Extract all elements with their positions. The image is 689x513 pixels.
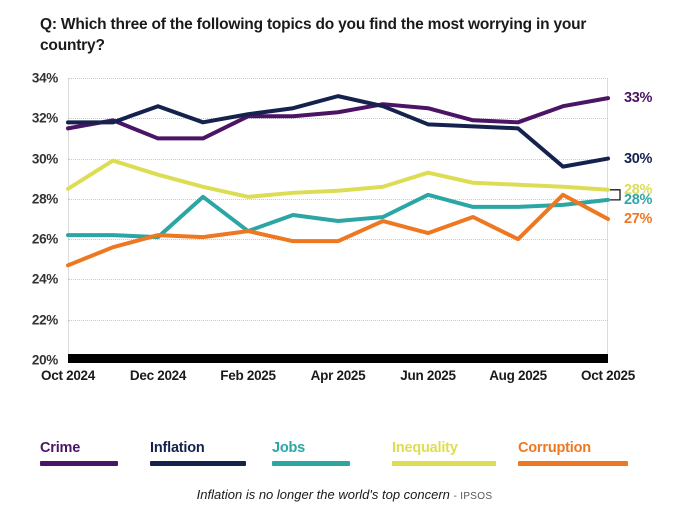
gridline <box>68 198 608 200</box>
footer-source: - IPSOS <box>453 491 493 502</box>
legend-label: Corruption <box>518 440 591 456</box>
legend-swatch <box>518 461 628 466</box>
legend-item-inequality[interactable]: Inequality <box>392 440 496 466</box>
label-bracket <box>610 189 621 201</box>
x-axis-bar <box>68 354 608 363</box>
end-label: 28% <box>624 191 653 208</box>
series-line-inflation <box>66 94 610 169</box>
legend-swatch <box>392 461 496 466</box>
y-axis-labels: 20% 22% 24% 26% 28% 30% 32% 34% <box>0 71 60 368</box>
legend-item-corruption[interactable]: Corruption <box>518 440 628 466</box>
x-axis-tick: Oct 2025 <box>581 368 635 383</box>
chart-legend: Crime Inflation Jobs Inequality Corruption <box>40 440 640 474</box>
end-label: 28% <box>624 181 653 198</box>
series-line-crime <box>66 96 610 141</box>
series-line-corruption <box>66 192 610 268</box>
series-lines <box>66 94 621 268</box>
x-axis-tick: Oct 2024 <box>41 368 95 383</box>
y-axis-tick: 34% <box>31 70 58 86</box>
legend-item-crime[interactable]: Crime <box>40 440 118 466</box>
legend-label: Inflation <box>150 440 205 456</box>
x-axis-tick: Feb 2025 <box>220 368 276 383</box>
gridline <box>68 118 608 120</box>
legend-item-inflation[interactable]: Inflation <box>150 440 246 466</box>
end-label: 33% <box>624 90 653 107</box>
chart-footer: Inflation is no longer the world's top c… <box>0 487 689 502</box>
series-line-inequality <box>66 158 610 199</box>
chart-title: Q: Which three of the following topics d… <box>40 16 587 55</box>
y-axis-tick: 32% <box>31 110 58 126</box>
legend-label: Inequality <box>392 440 458 456</box>
legend-swatch <box>40 461 118 466</box>
y-axis-tick: 24% <box>31 271 58 287</box>
x-axis-labels: Oct 2024 Dec 2024 Feb 2025 Apr 2025 Jun 2025… <box>0 368 689 390</box>
y-axis-tick: 22% <box>31 312 58 328</box>
gridline <box>68 279 608 281</box>
x-axis-tick: Dec 2024 <box>129 368 187 383</box>
gridline <box>68 78 608 79</box>
legend-label: Jobs <box>272 440 306 456</box>
x-axis-tick: Aug 2025 <box>489 368 547 383</box>
legend-item-jobs[interactable]: Jobs <box>272 440 350 466</box>
y-axis-tick: 26% <box>31 231 58 247</box>
footer-caption: Inflation is no longer the world's top c… <box>196 487 450 502</box>
gridline <box>68 319 608 321</box>
legend-swatch <box>272 461 350 466</box>
y-axis-tick: 30% <box>31 151 58 167</box>
legend-label: Crime <box>40 440 81 456</box>
legend-swatch <box>150 461 246 466</box>
x-axis-tick: Apr 2025 <box>310 368 366 383</box>
plot-area <box>66 78 621 361</box>
end-label: 27% <box>624 211 653 227</box>
gridline <box>68 158 608 160</box>
y-axis-tick: 28% <box>31 191 58 207</box>
y-axis-tick: 20% <box>31 352 58 368</box>
end-label: 30% <box>624 150 653 167</box>
x-axis-tick: Jun 2025 <box>400 368 456 383</box>
